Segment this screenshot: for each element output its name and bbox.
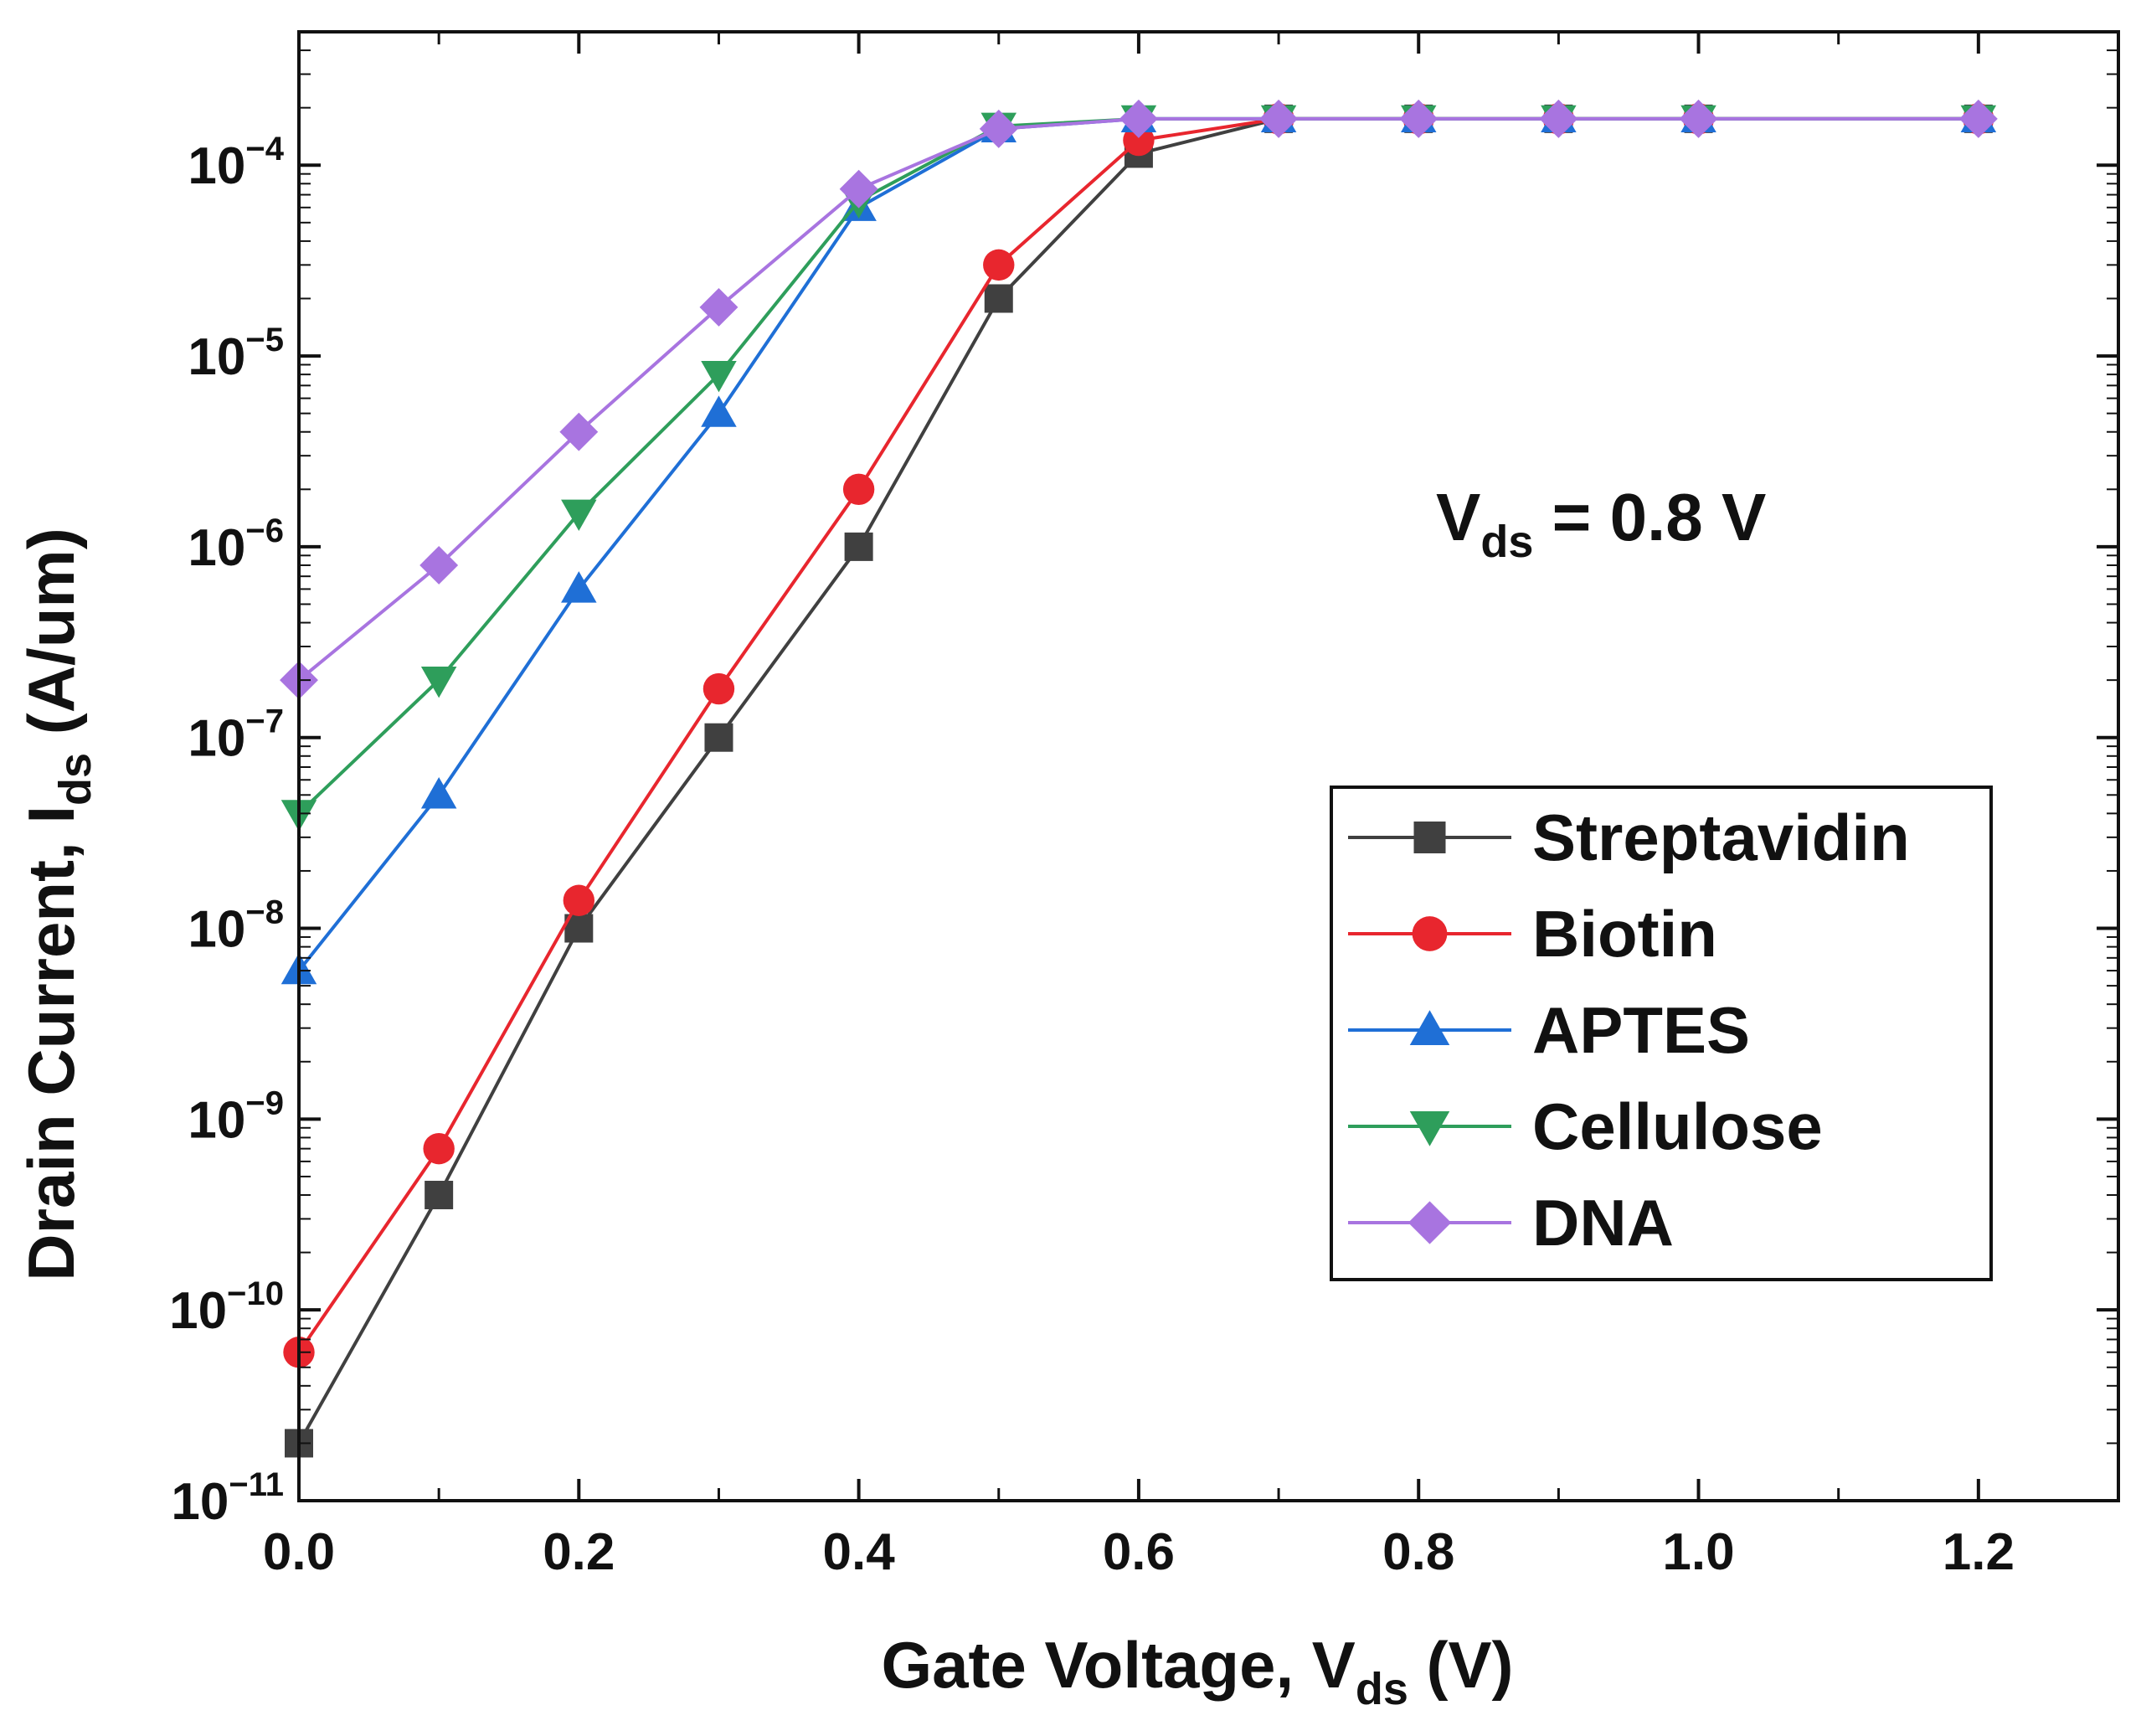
series-dna [280, 99, 1998, 700]
y-tick-label: 10−11 [171, 1466, 284, 1531]
data-point-streptavidin [704, 723, 733, 752]
data-point-streptavidin [425, 1181, 454, 1210]
data-point-dna [1539, 99, 1578, 138]
data-point-biotin [423, 1132, 455, 1165]
series-line-dna [297, 116, 1979, 682]
x-tick-label: 0.4 [823, 1523, 896, 1581]
data-point-biotin [842, 473, 875, 506]
data-point-aptes [420, 777, 457, 809]
data-point-dna [839, 169, 878, 209]
data-point-dna [1958, 99, 1998, 138]
x-tick-label: 0.8 [1382, 1523, 1454, 1581]
axes [297, 30, 2120, 1502]
series-line-cellulose [297, 116, 1979, 815]
data-point-cellulose [701, 360, 737, 393]
legend-label-aptes: APTES [1532, 993, 1750, 1067]
legend-item-aptes: APTES [1348, 993, 1750, 1067]
x-tick-label: 0.2 [543, 1523, 615, 1581]
tick-labels: 0.0 0.2 0.4 0.6 0.8 1.0 1.2 10−11 10−10 10−9 10−8 1… [169, 131, 2015, 1581]
data-point-biotin [1123, 124, 1155, 157]
legend-label-dna: DNA [1532, 1186, 1674, 1260]
data-point-dna [979, 109, 1018, 148]
legend-marker-dna [1408, 1201, 1452, 1244]
y-tick-label: 10−4 [188, 131, 284, 195]
data-point-dna [559, 412, 599, 451]
series-layer [280, 99, 1998, 1458]
legend-marker-biotin [1412, 916, 1448, 951]
legend-item-streptavidin: Streptavidin [1348, 801, 1910, 874]
vds-annotation: Vds = 0.8 V [1436, 480, 1766, 567]
y-tick-label: 10−8 [188, 894, 284, 959]
legend-marker-aptes [1409, 1010, 1450, 1046]
data-point-biotin [563, 884, 595, 916]
legend-label-streptavidin: Streptavidin [1532, 801, 1910, 874]
x-tick-label: 1.2 [1943, 1523, 2015, 1581]
data-point-aptes [561, 571, 597, 603]
y-tick-label: 10−5 [188, 322, 284, 386]
legend-item-cellulose: Cellulose [1348, 1090, 1823, 1163]
data-point-biotin [983, 249, 1015, 281]
data-point-dna [699, 287, 739, 327]
x-tick-label: 0.0 [263, 1523, 335, 1581]
legend-marker-streptavidin [1413, 822, 1446, 853]
y-tick-label: 10−10 [169, 1275, 284, 1340]
legend: Streptavidin Biotin APTES Cellulose DNA [1330, 786, 1993, 1281]
y-tick-label: 10−6 [188, 513, 284, 577]
data-point-streptavidin [844, 532, 873, 561]
data-point-dna [1259, 99, 1299, 138]
legend-label-biotin: Biotin [1532, 897, 1717, 971]
legend-marker-cellulose [1409, 1110, 1450, 1146]
y-tick-label: 10−7 [188, 703, 284, 768]
x-axis-title: Gate Voltage, Vds (V) [881, 1628, 1513, 1714]
x-tick-label: 0.6 [1103, 1523, 1175, 1581]
data-point-aptes [701, 395, 737, 427]
x-tick-label: 1.0 [1662, 1523, 1734, 1581]
legend-item-biotin: Biotin [1348, 897, 1717, 971]
data-point-dna [1399, 99, 1438, 138]
legend-label-cellulose: Cellulose [1532, 1090, 1823, 1163]
data-point-dna [419, 546, 459, 585]
data-point-dna [1119, 99, 1158, 138]
data-point-biotin [703, 672, 735, 705]
legend-item-dna: DNA [1348, 1186, 1674, 1260]
data-point-cellulose [561, 499, 597, 532]
data-point-cellulose [420, 666, 457, 698]
data-point-streptavidin [984, 284, 1013, 313]
data-point-dna [1679, 99, 1718, 138]
y-tick-label: 10−9 [188, 1084, 284, 1149]
y-axis-title: Drain Current, Ids (A/um) [14, 528, 100, 1280]
